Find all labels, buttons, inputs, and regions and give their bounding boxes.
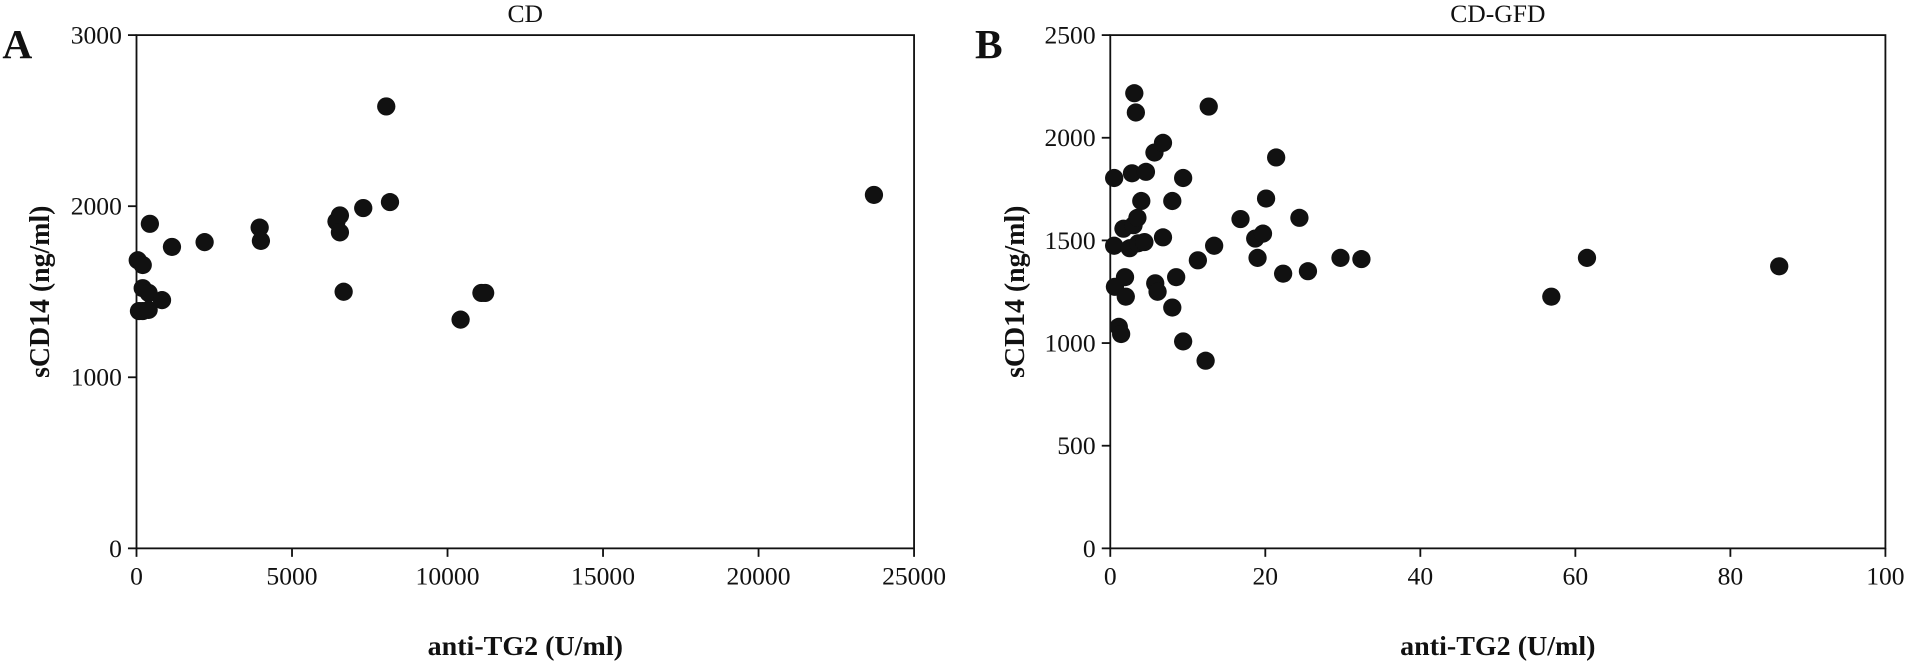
data-point (250, 218, 269, 237)
data-point (380, 193, 400, 212)
data-point (1196, 351, 1215, 370)
data-point (1153, 228, 1173, 247)
x-tick-label: 0 (1104, 562, 1117, 591)
data-point (1135, 232, 1154, 252)
data-point (139, 283, 158, 303)
data-point (1188, 251, 1208, 270)
data-point (1148, 282, 1167, 301)
data-point (195, 233, 214, 252)
plot-frame (1109, 34, 1887, 550)
data-point (140, 214, 160, 233)
data-point (1126, 103, 1146, 122)
data-point (1256, 189, 1276, 208)
x-tick-label: 100 (1866, 562, 1904, 591)
panel-label: A (2, 21, 32, 67)
x-tick-label: 20000 (727, 562, 791, 591)
data-point (864, 185, 884, 204)
data-point (1163, 298, 1182, 317)
data-point (1105, 236, 1124, 255)
data-point (330, 206, 350, 225)
data-point (251, 231, 271, 251)
data-point (1290, 208, 1309, 227)
data-point (334, 282, 353, 301)
data-point (330, 223, 350, 242)
data-point (1122, 164, 1142, 183)
data-point (1116, 287, 1135, 306)
data-point (1577, 248, 1597, 267)
data-point (1770, 257, 1789, 276)
data-point (162, 237, 182, 256)
data-point (1352, 250, 1371, 269)
data-point (1174, 168, 1193, 188)
y-tick-label: 2000 (1044, 123, 1095, 152)
x-tick-label: 15000 (571, 562, 635, 591)
y-tick-label: 2500 (1044, 21, 1095, 50)
data-point (1542, 287, 1561, 306)
y-tick-label: 500 (1057, 431, 1095, 460)
x-tick-label: 25000 (882, 562, 946, 591)
x-axis-label: anti-TG2 (U/ml) (1400, 631, 1595, 662)
x-tick-label: 20 (1253, 562, 1279, 591)
chart-title: CD (508, 0, 544, 28)
data-point (1331, 248, 1350, 267)
x-tick-label: 0 (130, 562, 143, 591)
x-tick-label: 60 (1563, 562, 1589, 591)
data-point (152, 291, 172, 310)
data-point (354, 198, 373, 218)
panel-label: B (975, 21, 1003, 67)
data-point (133, 255, 152, 275)
x-axis-label: anti-TG2 (U/ml) (428, 631, 623, 662)
y-tick-label: 0 (109, 534, 122, 563)
data-point (1128, 208, 1147, 227)
data-point (1115, 268, 1135, 287)
data-point (377, 97, 396, 116)
y-tick-label: 1000 (1044, 329, 1095, 358)
data-point (1298, 262, 1318, 281)
data-point (1253, 224, 1273, 243)
y-tick-label: 1500 (1044, 226, 1095, 255)
chart-title: CD-GFD (1450, 0, 1545, 28)
data-point (1111, 324, 1131, 344)
x-tick-label: 5000 (266, 562, 317, 591)
data-point (1231, 209, 1250, 229)
y-axis-label: sCD14 (ng/ml) (1000, 206, 1031, 378)
data-point (451, 310, 470, 329)
data-point (1199, 97, 1218, 116)
y-axis-label: sCD14 (ng/ml) (25, 206, 56, 378)
data-point (139, 300, 158, 319)
data-point (476, 283, 495, 303)
plot-frame (135, 34, 915, 550)
x-tick-label: 40 (1408, 562, 1434, 591)
data-point (1205, 236, 1224, 255)
y-tick-label: 0 (1083, 534, 1096, 563)
x-tick-label: 10000 (416, 562, 480, 591)
data-point (1105, 168, 1124, 188)
data-point (1125, 84, 1144, 103)
data-point (1153, 133, 1173, 152)
data-point (1174, 332, 1193, 351)
data-point (1267, 148, 1286, 167)
y-tick-label: 3000 (71, 21, 122, 50)
y-tick-label: 2000 (71, 192, 122, 221)
data-point (1163, 191, 1182, 211)
data-point (1273, 264, 1293, 283)
data-point (1136, 162, 1156, 181)
y-tick-label: 1000 (71, 363, 122, 392)
x-tick-label: 80 (1718, 562, 1744, 591)
data-point (1248, 248, 1267, 267)
data-point (1132, 191, 1151, 211)
data-point (1167, 268, 1186, 287)
